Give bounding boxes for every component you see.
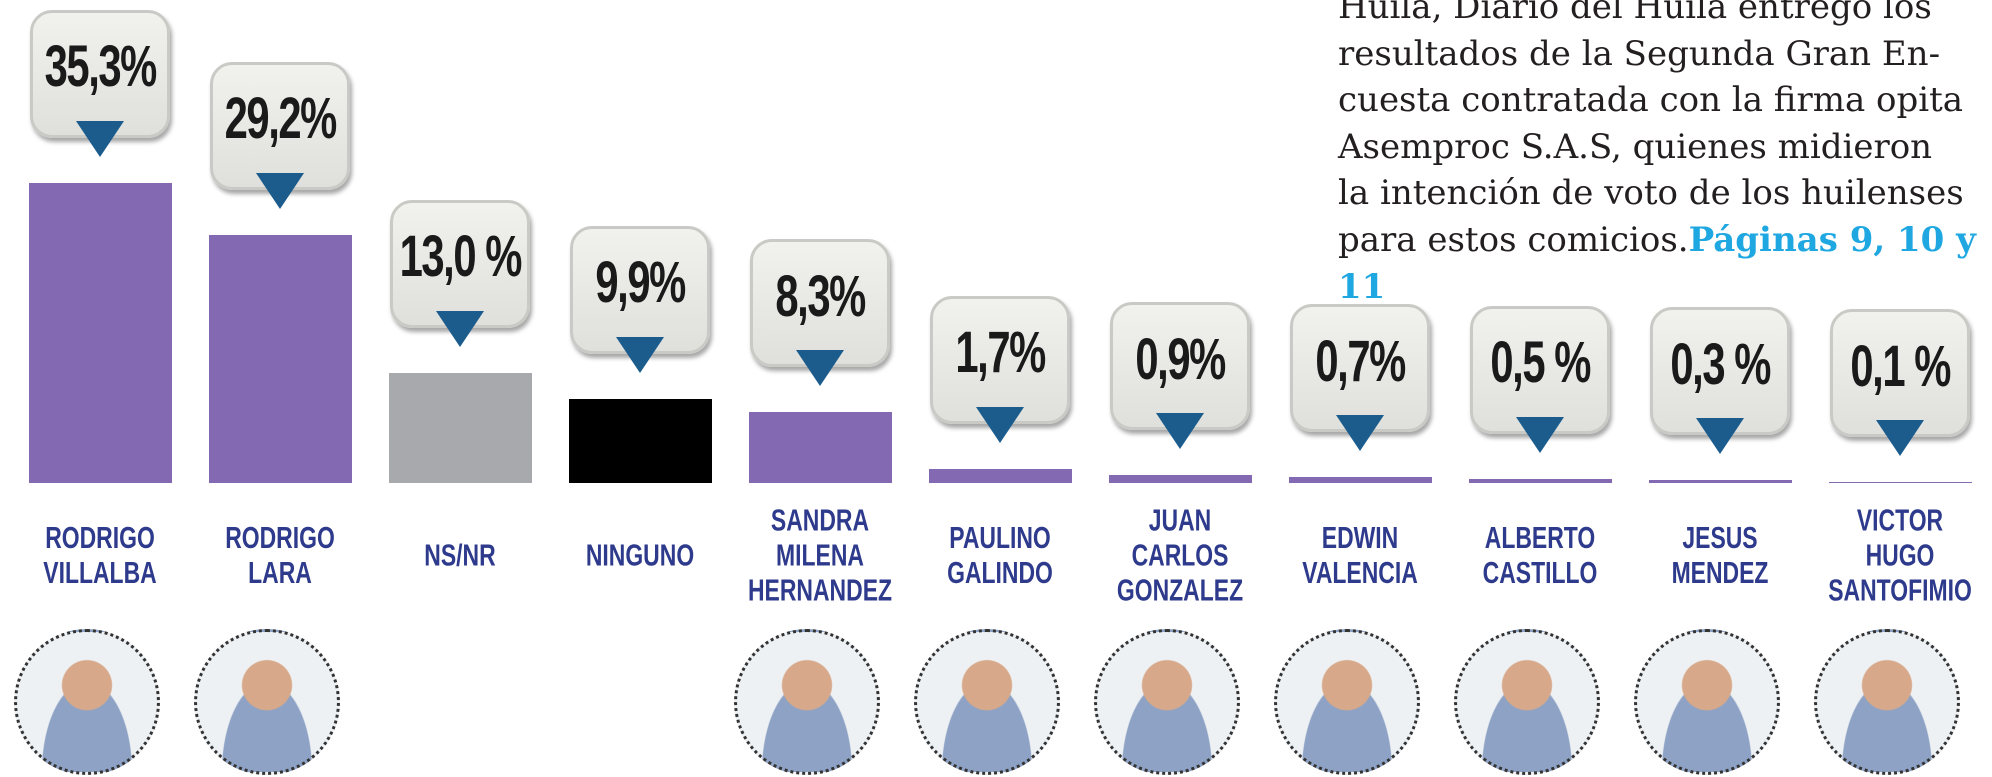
pointer bbox=[76, 121, 124, 157]
candidate-photo bbox=[1094, 629, 1240, 775]
value-label: 35,3% bbox=[44, 33, 155, 100]
value-bubble: 29,2% bbox=[210, 62, 350, 190]
value-label: 1,7% bbox=[955, 319, 1044, 386]
bar bbox=[569, 399, 712, 483]
bar bbox=[1829, 482, 1972, 483]
candidate-photo bbox=[914, 629, 1060, 775]
candidate-photo bbox=[1814, 629, 1960, 775]
candidate-photo bbox=[14, 629, 160, 775]
value-label: 8,3% bbox=[775, 263, 864, 330]
candidate-name: SANDRA MILENA HERNANDEZ bbox=[748, 503, 892, 608]
bar bbox=[1289, 477, 1432, 483]
candidate-photo bbox=[1274, 629, 1420, 775]
pointer bbox=[1516, 417, 1564, 453]
value-bubble: 0,1 % bbox=[1830, 309, 1970, 437]
value-bubble: 13,0 % bbox=[390, 200, 530, 328]
value-label: 0,9% bbox=[1135, 326, 1224, 393]
bar bbox=[1649, 480, 1792, 483]
article-line: Huila, Diario del Huila entregó los bbox=[1338, 0, 1992, 31]
article-line: cuesta contratada con la firma opita bbox=[1338, 77, 1992, 124]
pointer bbox=[1336, 415, 1384, 451]
candidate-photo bbox=[1454, 629, 1600, 775]
candidate-photo bbox=[1634, 629, 1780, 775]
value-label: 0,3 % bbox=[1670, 331, 1770, 398]
bar bbox=[929, 469, 1072, 483]
candidate-name: VICTOR HUGO SANTOFIMIO bbox=[1828, 503, 1972, 608]
value-bubble: 35,3% bbox=[30, 10, 170, 138]
pointer bbox=[256, 173, 304, 209]
candidate-name: NINGUNO bbox=[586, 538, 694, 573]
value-label: 0,1 % bbox=[1850, 333, 1950, 400]
bar bbox=[209, 235, 352, 483]
pointer bbox=[436, 311, 484, 347]
pointer bbox=[976, 407, 1024, 443]
candidate-photo bbox=[194, 629, 340, 775]
value-bubble: 0,5 % bbox=[1470, 306, 1610, 434]
candidate-name: NS/NR bbox=[424, 538, 495, 573]
article-line: la intención de voto de los huilenses bbox=[1338, 170, 1992, 217]
candidate-name: JUAN CARLOS GONZALEZ bbox=[1117, 503, 1243, 608]
value-label: 29,2% bbox=[224, 85, 335, 152]
value-bubble: 0,7% bbox=[1290, 304, 1430, 432]
value-bubble: 8,3% bbox=[750, 239, 890, 367]
bar bbox=[1109, 475, 1252, 483]
bar bbox=[29, 183, 172, 483]
value-bubble: 0,9% bbox=[1110, 302, 1250, 430]
value-bubble: 9,9% bbox=[570, 226, 710, 354]
value-label: 13,0 % bbox=[399, 223, 520, 290]
value-bubble: 0,3 % bbox=[1650, 307, 1790, 435]
value-bubble: 1,7% bbox=[930, 296, 1070, 424]
bar bbox=[1469, 479, 1612, 483]
value-label: 9,9% bbox=[595, 249, 684, 316]
article-line: resultados de la Segunda Gran En- bbox=[1338, 31, 1992, 78]
article-line: para estos comicios.Páginas 9, 10 y 11 bbox=[1338, 217, 1992, 310]
pointer bbox=[1696, 418, 1744, 454]
bar bbox=[749, 412, 892, 483]
infographic: Huila, Diario del Huila entregó losresul… bbox=[0, 0, 1992, 777]
value-label: 0,7% bbox=[1315, 328, 1404, 395]
candidate-name: RODRIGO LARA bbox=[225, 520, 335, 590]
candidate-name: ALBERTO CASTILLO bbox=[1483, 520, 1598, 590]
article-line: Asemproc S.A.S, quienes midieron bbox=[1338, 124, 1992, 171]
candidate-photo bbox=[734, 629, 880, 775]
value-label: 0,5 % bbox=[1490, 329, 1590, 396]
pointer bbox=[1156, 413, 1204, 449]
candidate-name: RODRIGO VILLALBA bbox=[43, 520, 156, 590]
page-link[interactable]: Páginas 9, 10 y 11 bbox=[1338, 220, 1976, 307]
pointer bbox=[616, 337, 664, 373]
pointer bbox=[796, 350, 844, 386]
candidate-name: JESUS MENDEZ bbox=[1672, 520, 1769, 590]
candidate-name: EDWIN VALENCIA bbox=[1302, 520, 1418, 590]
bar bbox=[389, 373, 532, 484]
candidate-name: PAULINO GALINDO bbox=[947, 520, 1053, 590]
pointer bbox=[1876, 420, 1924, 456]
